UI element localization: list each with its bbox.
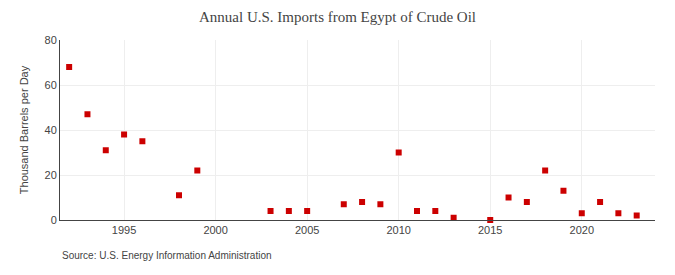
svg-text:40: 40 <box>45 124 57 136</box>
svg-text:1995: 1995 <box>112 224 136 236</box>
svg-text:2015: 2015 <box>478 224 502 236</box>
svg-text:20: 20 <box>45 169 57 181</box>
svg-text:0: 0 <box>51 214 57 226</box>
svg-text:2000: 2000 <box>203 224 227 236</box>
svg-text:2010: 2010 <box>386 224 410 236</box>
svg-text:2020: 2020 <box>570 224 594 236</box>
svg-text:80: 80 <box>45 34 57 46</box>
svg-text:2005: 2005 <box>295 224 319 236</box>
svg-text:Annual U.S. Imports from Egypt: Annual U.S. Imports from Egypt of Crude … <box>199 9 476 25</box>
svg-text:Source: U.S. Energy Informatio: Source: U.S. Energy Information Administ… <box>62 250 272 261</box>
svg-text:60: 60 <box>45 79 57 91</box>
svg-text:Thousand Barrels per Day: Thousand Barrels per Day <box>18 65 30 194</box>
